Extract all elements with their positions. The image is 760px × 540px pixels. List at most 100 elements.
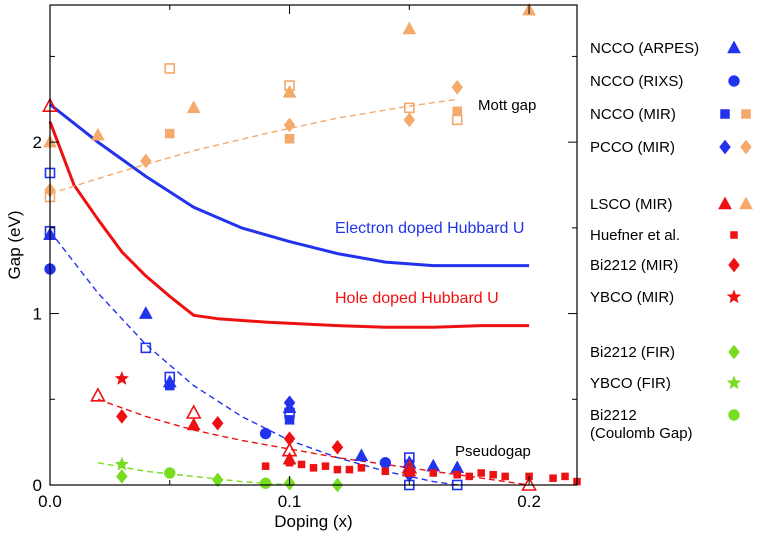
point-bi2212-mir xyxy=(211,415,224,431)
y-tick-label: 2 xyxy=(33,133,42,152)
legend-marker xyxy=(726,375,742,390)
point-huefner-et-al xyxy=(297,460,306,469)
y-tick-label: 1 xyxy=(33,305,42,324)
point-huefner-et-al xyxy=(477,469,485,477)
curve-electron-pseudogap-trend xyxy=(49,230,458,486)
point-huefner-et-al xyxy=(405,469,414,477)
point-bi2212-mir xyxy=(331,439,344,455)
point-pcco-mir-orange xyxy=(283,117,296,133)
point-pcco-mir-orange xyxy=(403,112,416,128)
legend-label: YBCO (MIR) xyxy=(590,289,674,306)
point-huefner-et-al xyxy=(453,470,461,479)
legend-label: YBCO (FIR) xyxy=(590,375,671,392)
point-ncco-mir-blue-open xyxy=(140,342,152,354)
point-ncco-mir-orange-open xyxy=(451,114,463,126)
point-lsco-mir-orange xyxy=(282,84,297,98)
legend-label: PCCO (MIR) xyxy=(590,139,675,156)
trend-lines xyxy=(48,98,530,486)
legend-label: Bi2212 (Coulomb Gap) xyxy=(590,407,693,442)
legend-marker xyxy=(728,75,740,87)
legend-marker xyxy=(728,257,740,273)
legend-marker xyxy=(718,196,732,210)
legend-marker xyxy=(741,109,751,119)
point-huefner-et-al xyxy=(381,467,390,476)
legend-marker xyxy=(728,409,740,421)
x-tick-label: 0.0 xyxy=(38,492,62,511)
point-huefner-et-al xyxy=(489,470,497,479)
legend-marker xyxy=(728,344,740,360)
point-huefner-et-al xyxy=(321,462,330,470)
point-bi2212-coulomb-gap xyxy=(259,477,272,490)
point-ncco-mir-blue-filled xyxy=(284,415,295,425)
point-bi2212-coulomb-gap xyxy=(164,467,176,479)
pseudogap-annotation: Pseudogap xyxy=(455,443,531,460)
curve-electron-doped-hubbard-u xyxy=(49,103,530,268)
point-ncco-arpes-filled xyxy=(138,306,153,319)
legend-marker xyxy=(719,139,731,155)
legend-label: LSCO (MIR) xyxy=(590,196,673,213)
point-huefner-et-al xyxy=(501,472,509,481)
plot-frame xyxy=(49,4,578,486)
point-ncco-mir-orange-open xyxy=(404,102,415,114)
point-huefner-et-al xyxy=(309,464,318,472)
legend-label: NCCO (RIXS) xyxy=(590,73,683,90)
point-ncco-mir-orange-filled xyxy=(165,128,175,139)
x-axis-label: Doping (x) xyxy=(274,512,352,531)
point-lsco-mir-orange xyxy=(90,127,105,141)
point-bi2212-mir xyxy=(283,431,296,447)
point-pcco-mir-blue xyxy=(283,395,296,411)
legend-label: Huefner et al. xyxy=(590,227,680,244)
point-bi2212-fir xyxy=(116,469,128,484)
y-axis-label: Gap (eV) xyxy=(5,211,24,280)
x-tick-label: 0.1 xyxy=(278,492,302,511)
point-huefner-et-al xyxy=(333,465,342,474)
point-ncco-mir-orange-filled xyxy=(452,106,462,117)
point-bi2212-fir xyxy=(211,472,224,488)
hole-hubbard-annotation: Hole doped Hubbard U xyxy=(335,290,499,307)
point-ybco-mir xyxy=(114,370,130,385)
point-huefner-et-al xyxy=(549,474,557,482)
legend-marker xyxy=(727,40,741,54)
point-huefner-et-al xyxy=(429,469,438,477)
point-pcco-mir-orange xyxy=(451,79,464,95)
curve-mott-gap-trend xyxy=(49,98,458,195)
point-lsco-mir-red-filled xyxy=(186,417,201,431)
axes: 0.0 0.1 0.2 0 1 2 xyxy=(33,5,577,511)
point-huefner-et-al xyxy=(261,462,270,470)
point-huefner-et-al xyxy=(357,464,366,472)
curve-green-trend xyxy=(97,462,290,486)
mott-gap-annotation: Mott gap xyxy=(478,97,536,114)
point-ncco-rixs xyxy=(379,456,392,469)
point-ncco-mir-orange-open xyxy=(164,63,176,74)
point-lsco-mir-red-open xyxy=(90,387,106,402)
legend-label: Bi2212 (FIR) xyxy=(590,344,675,361)
legend: NCCO (ARPES) NCCO (RIXS) NCCO (MIR) PCCO (M… xyxy=(590,40,753,442)
curve-hole-pseudogap-trend xyxy=(97,398,530,486)
legend-label: NCCO (MIR) xyxy=(590,106,676,123)
point-ncco-arpes-filled xyxy=(354,448,369,462)
point-ncco-rixs xyxy=(259,427,272,440)
point-ncco-mir-orange-filled xyxy=(284,133,295,144)
point-huefner-et-al xyxy=(285,458,294,467)
point-ncco-mir-blue-filled xyxy=(165,380,175,391)
legend-label: Bi2212 (MIR) xyxy=(590,257,678,274)
legend-marker xyxy=(720,109,730,119)
legend-marker xyxy=(726,289,742,304)
point-lsco-mir-red-open xyxy=(521,476,537,491)
legend-marker xyxy=(740,139,752,155)
electron-hubbard-annotation: Electron doped Hubbard U xyxy=(335,220,524,237)
point-lsco-mir-orange xyxy=(186,100,201,114)
point-lsco-mir-red-open xyxy=(185,404,202,419)
legend-label: NCCO (ARPES) xyxy=(590,40,699,57)
point-ybco-fir xyxy=(114,456,130,471)
point-bi2212-mir xyxy=(116,409,128,424)
point-huefner-et-al xyxy=(345,465,354,474)
curve-hole-doped-hubbard-u xyxy=(48,121,530,329)
point-pcco-mir-orange xyxy=(140,153,152,169)
point-lsco-mir-orange xyxy=(402,21,417,35)
legend-marker xyxy=(739,196,753,210)
y-tick-label: 0 xyxy=(33,476,42,495)
legend-marker xyxy=(730,231,738,239)
